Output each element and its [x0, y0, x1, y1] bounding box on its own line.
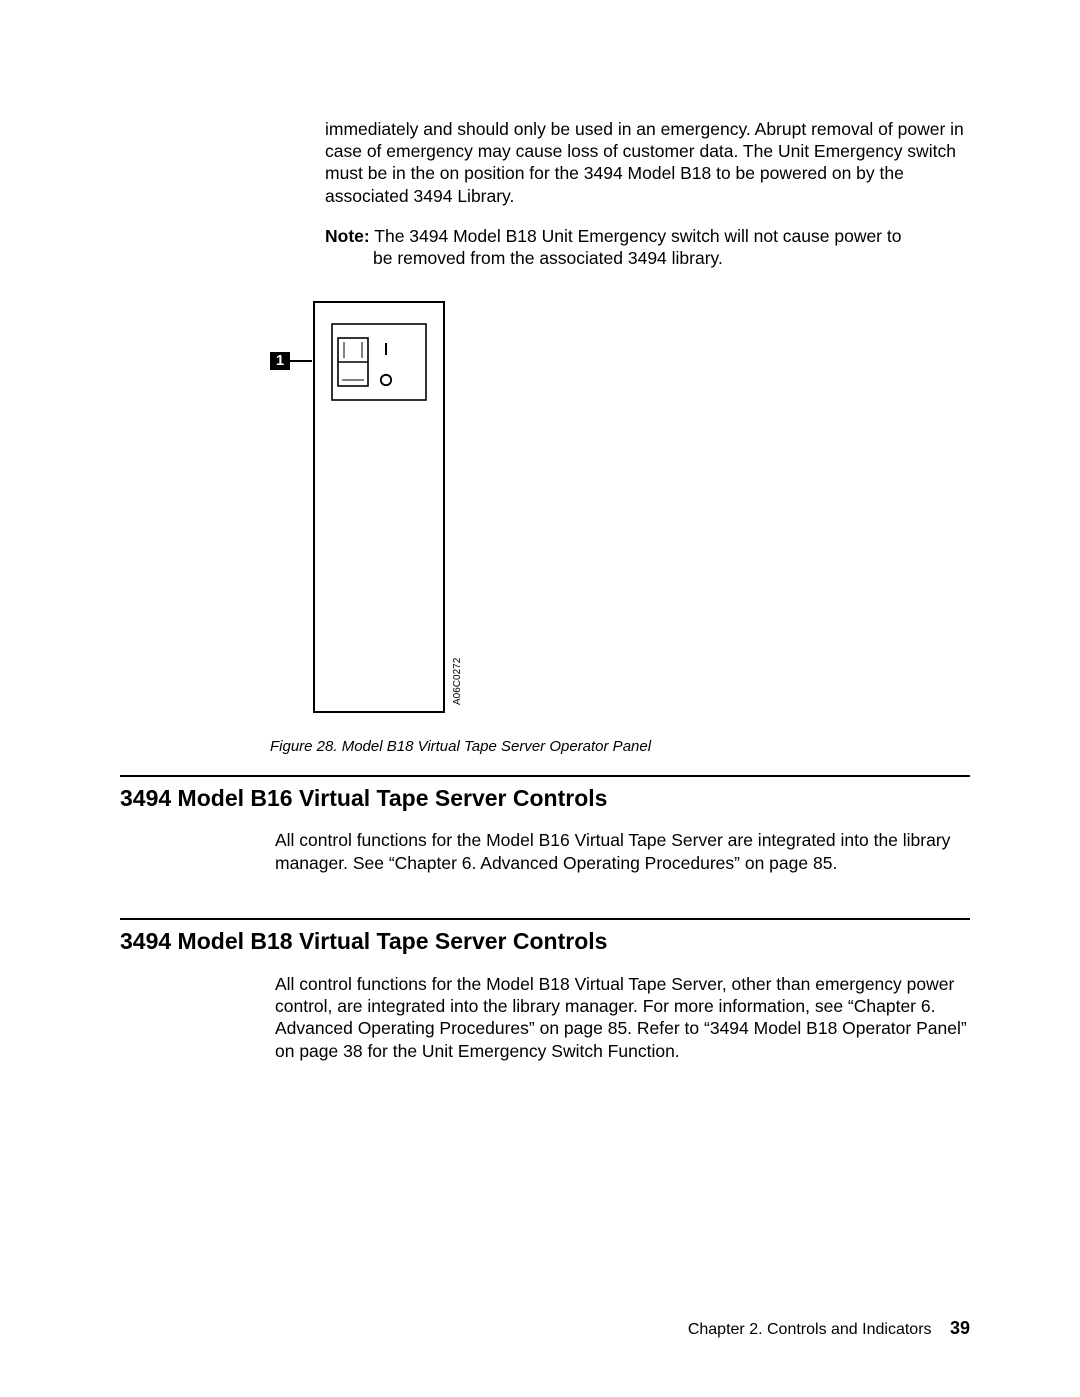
drawing-id-label: A06C0272 — [452, 657, 463, 705]
section-b16-body: All control functions for the Model B16 … — [275, 829, 970, 874]
figure-caption: Figure 28. Model B18 Virtual Tape Server… — [270, 738, 970, 755]
note-text-line1: The 3494 Model B18 Unit Emergency switch… — [374, 226, 901, 246]
section-rule — [120, 918, 970, 920]
note-block: Note: The 3494 Model B18 Unit Emergency … — [325, 225, 970, 270]
callout-number: 1 — [270, 352, 290, 370]
footer-chapter: Chapter 2. Controls and Indicators — [688, 1321, 932, 1338]
operator-panel-diagram: A06C0272 — [312, 300, 472, 730]
section-b16: 3494 Model B16 Virtual Tape Server Contr… — [120, 775, 970, 874]
figure-area: 1 A06C0272 — [270, 300, 970, 732]
page-container: immediately and should only be used in a… — [0, 0, 1080, 1397]
footer-page-number: 39 — [950, 1318, 970, 1338]
figure-callout: 1 — [270, 352, 312, 370]
intro-paragraph: immediately and should only be used in a… — [325, 118, 970, 208]
section-rule — [120, 775, 970, 777]
note-label: Note: — [325, 226, 370, 246]
page-footer: Chapter 2. Controls and Indicators 39 — [688, 1318, 970, 1339]
section-b16-heading: 3494 Model B16 Virtual Tape Server Contr… — [120, 785, 970, 812]
note-text-line2: be removed from the associated 3494 libr… — [373, 247, 970, 269]
section-b18-heading: 3494 Model B18 Virtual Tape Server Contr… — [120, 928, 970, 955]
callout-leader-line — [290, 360, 312, 362]
section-b18: 3494 Model B18 Virtual Tape Server Contr… — [120, 918, 970, 1062]
section-b18-body: All control functions for the Model B18 … — [275, 973, 970, 1063]
